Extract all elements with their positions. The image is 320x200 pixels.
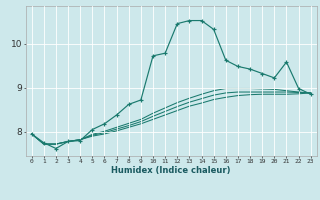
X-axis label: Humidex (Indice chaleur): Humidex (Indice chaleur) xyxy=(111,166,231,175)
